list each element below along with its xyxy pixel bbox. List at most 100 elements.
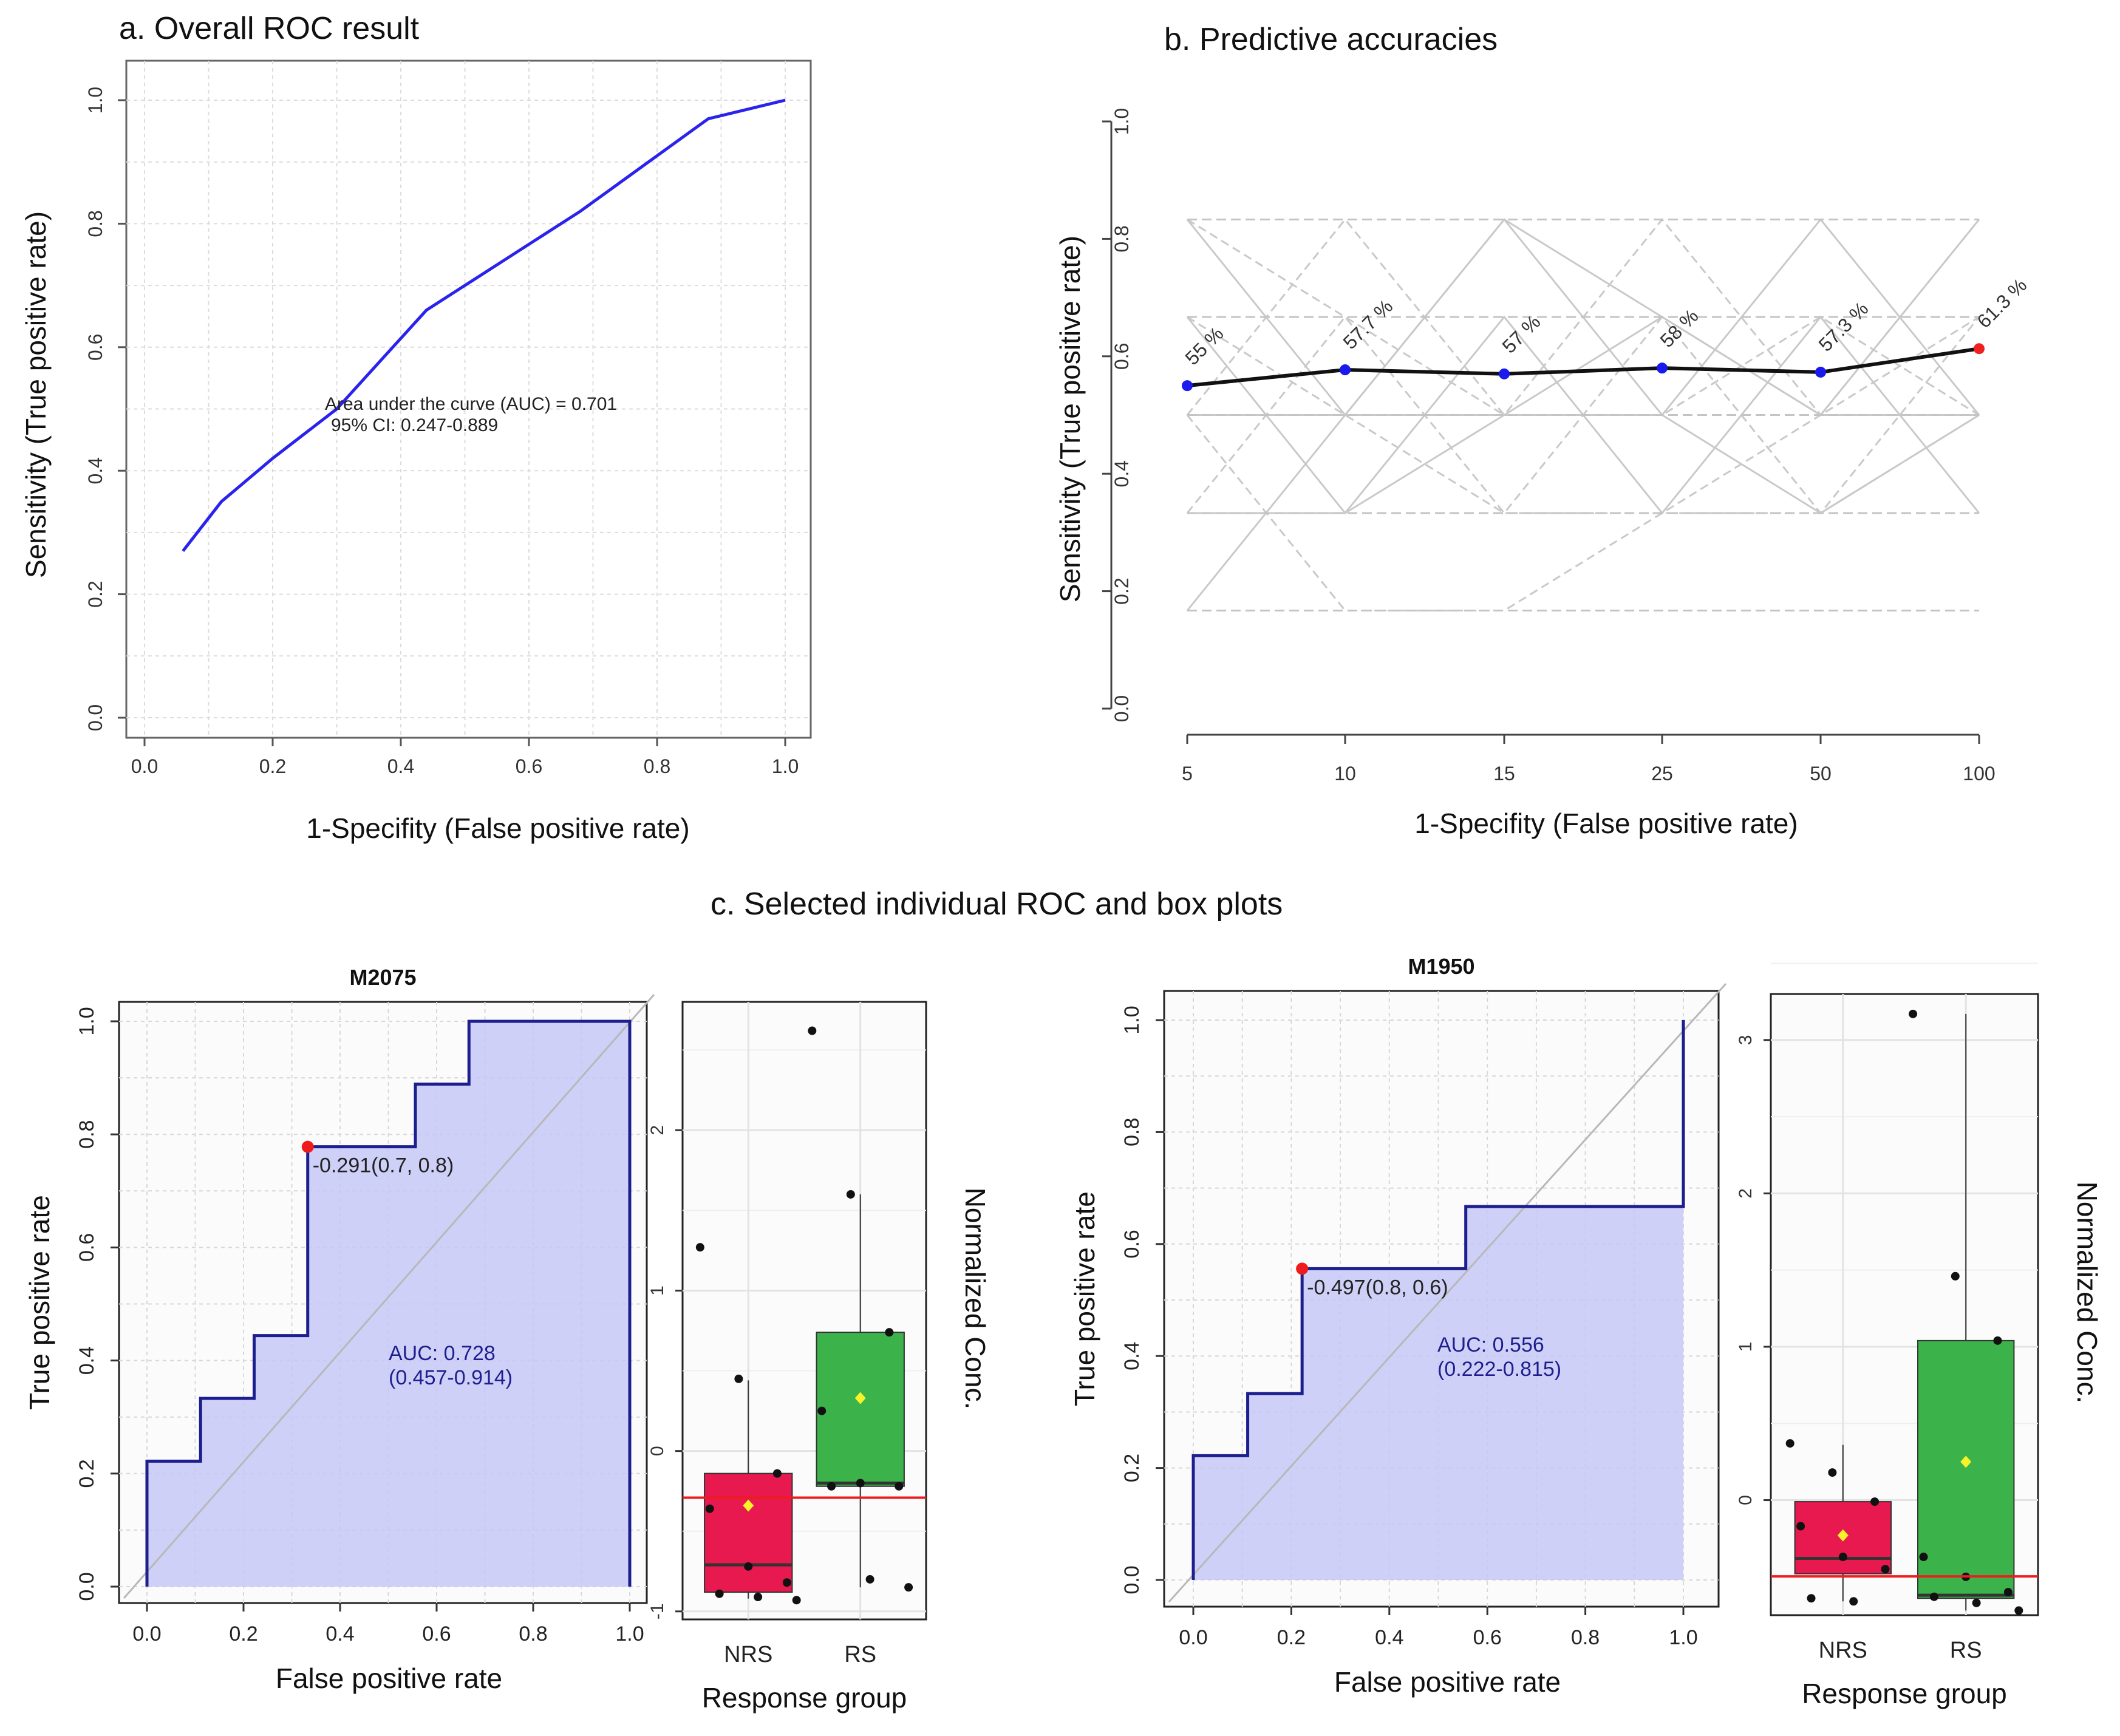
y-tick-label: 3	[1736, 1035, 1756, 1045]
x-tick-label: RS	[844, 1642, 876, 1667]
data-point	[1796, 1522, 1805, 1531]
x-axis-label: 1-Specifity (False positive rate)	[306, 812, 689, 844]
roc-title: M2075	[349, 965, 416, 990]
data-point	[2014, 1606, 2023, 1615]
y-tick-label: 0.0	[1120, 1565, 1144, 1594]
y-tick-label: 0	[1736, 1495, 1756, 1505]
accuracy-point-label: 55 %	[1181, 322, 1227, 369]
x-tick-label: 0.6	[516, 755, 542, 777]
x-axis-label: False positive rate	[276, 1663, 502, 1694]
x-tick-label: 0.0	[1179, 1626, 1207, 1649]
roc-curve-line	[182, 98, 786, 552]
y-tick-label: 0.6	[75, 1233, 98, 1262]
roc-title: M1950	[1408, 954, 1474, 979]
auc-label: AUC: 0.556	[1437, 1333, 1544, 1356]
y-tick-label: 0.8	[75, 1120, 98, 1149]
x-axis-label: Response group	[1802, 1678, 2007, 1709]
data-point	[817, 1406, 827, 1415]
data-point	[1993, 1336, 2002, 1345]
data-point	[1785, 1439, 1795, 1448]
y-axis-label: Sensitivity (True positive rate)	[1054, 236, 1086, 602]
cutoff-label: -0.497(0.8, 0.6)	[1307, 1276, 1448, 1299]
x-axis-label: 1-Specifity (False positive rate)	[1414, 808, 1798, 839]
x-tick-label: 0.4	[325, 1622, 354, 1646]
plot-frame	[125, 60, 812, 739]
accuracy-point-label: 58 %	[1655, 305, 1702, 352]
data-point	[846, 1190, 855, 1199]
data-point	[885, 1328, 894, 1337]
overall-roc-chart: 0.0 0.2 0.4 0.6 0.8 1.0 0.0 0.2 0.4 0.6 0.8 1.0 Area…	[20, 60, 812, 844]
data-point	[1919, 1553, 1928, 1562]
x-tick-label: 0.8	[519, 1622, 547, 1646]
y-tick-label: 0.6	[1120, 1230, 1144, 1258]
x-tick-label: 1.0	[1669, 1626, 1697, 1649]
accuracy-point	[1340, 364, 1351, 376]
y-tick-label: 1.0	[84, 87, 106, 114]
y-tick-label: 1.0	[75, 1007, 98, 1035]
mean-marker	[1837, 1529, 1849, 1542]
y-axis-label: Normalized Conc.	[959, 1188, 991, 1410]
auc-annotation: Area under the curve (AUC) = 0.701	[325, 394, 617, 414]
x-tick-label: 0.4	[387, 755, 414, 777]
panel-c-title: c. Selected individual ROC and box plots	[711, 887, 1283, 922]
data-point	[1849, 1597, 1858, 1606]
cutoff-point	[1296, 1262, 1309, 1275]
data-point	[1929, 1592, 1938, 1601]
y-tick-label: 0.4	[84, 457, 106, 484]
y-tick-label: 1	[1736, 1342, 1756, 1352]
auc-ci-label: (0.457-0.914)	[389, 1366, 513, 1389]
mean-marker	[854, 1392, 866, 1404]
x-tick-label: 0.2	[259, 755, 286, 777]
data-point	[2003, 1588, 2013, 1597]
x-tick-label: 1.0	[615, 1622, 644, 1646]
y-tick-label: 1.0	[1111, 108, 1133, 135]
accuracy-point	[1499, 368, 1510, 380]
data-point	[856, 1479, 865, 1488]
y-tick-label: 0.6	[84, 334, 106, 361]
data-point	[734, 1374, 743, 1383]
data-point	[792, 1596, 801, 1605]
x-tick-label: NRS	[724, 1642, 772, 1667]
x-tick-label: 15	[1493, 763, 1515, 785]
data-point	[827, 1482, 836, 1491]
x-tick-label: 0.0	[132, 1622, 161, 1646]
data-point	[715, 1589, 724, 1598]
data-point	[754, 1593, 763, 1602]
auc-ci-label: (0.222-0.815)	[1437, 1358, 1561, 1381]
mean-marker	[1960, 1455, 1972, 1468]
y-tick-label: 0.0	[1111, 695, 1133, 722]
data-point	[1951, 1271, 1960, 1281]
y-tick-label: 0.4	[1111, 460, 1133, 487]
box-rs	[816, 1332, 905, 1487]
y-tick-label: 0.2	[75, 1459, 98, 1488]
y-tick-label: 0	[647, 1446, 667, 1456]
y-tick-label: 0.4	[1120, 1342, 1144, 1370]
accuracy-point	[1974, 343, 1985, 355]
y-tick-label: 0.8	[1120, 1118, 1144, 1146]
box-rs	[1917, 1339, 2015, 1599]
auc-area	[147, 1021, 630, 1587]
x-tick-label: 0.2	[229, 1622, 257, 1646]
x-tick-label: 1.0	[772, 755, 799, 777]
panel-a-title: a. Overall ROC result	[119, 11, 420, 46]
panel-b-title: b. Predictive accuracies	[1164, 22, 1498, 57]
data-point	[744, 1562, 753, 1571]
data-point	[695, 1243, 704, 1252]
x-axis-label: False positive rate	[1334, 1666, 1561, 1698]
y-tick-label: 1.0	[1120, 1006, 1144, 1034]
data-point	[1909, 1009, 1918, 1018]
x-tick-label: 0.8	[644, 755, 670, 777]
accuracy-point	[1657, 363, 1668, 374]
y-tick-label: 0.2	[1120, 1454, 1144, 1482]
data-point	[1838, 1553, 1847, 1562]
box-m1950-chart: 0 1 2 3 NRS RS Response group Normalized Conc.	[1736, 962, 2103, 1709]
roc-step-curve	[145, 1019, 632, 1587]
data-point	[1870, 1497, 1880, 1506]
x-tick-label: 0.4	[1375, 1626, 1403, 1649]
y-axis-label: True positive rate	[24, 1195, 55, 1410]
x-tick-label: 0.6	[422, 1622, 451, 1646]
y-tick-label: 0.2	[84, 580, 106, 607]
y-tick-label: 2	[1736, 1188, 1756, 1199]
